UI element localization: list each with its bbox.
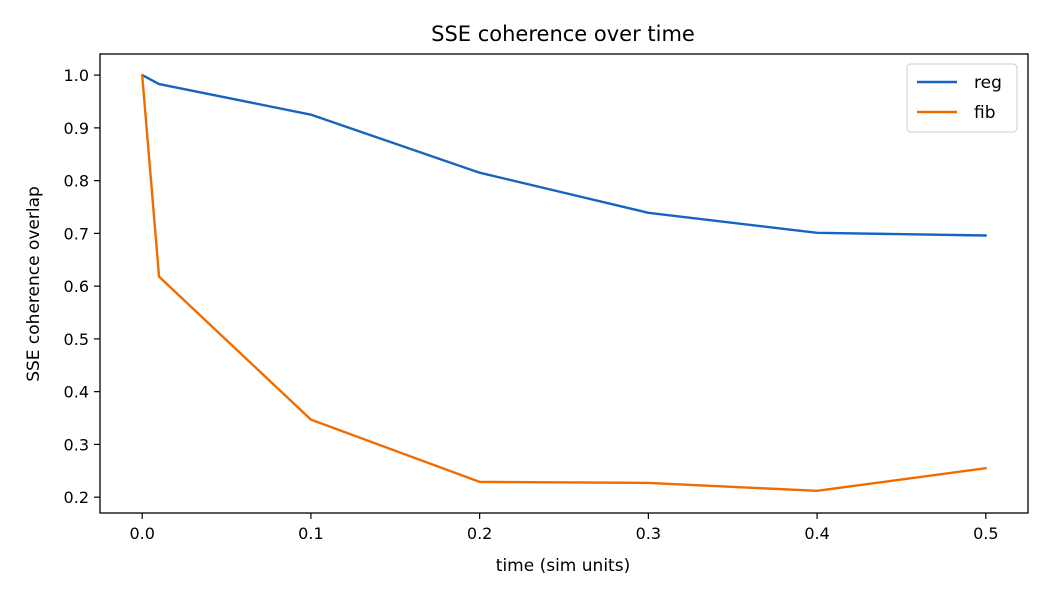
y-tick-label: 0.9 [64, 119, 89, 138]
x-tick-label: 0.4 [804, 524, 829, 543]
y-tick-label: 0.8 [64, 172, 89, 191]
y-tick-label: 0.7 [64, 224, 89, 243]
y-tick-label: 0.6 [64, 277, 89, 296]
y-tick-label: 0.2 [64, 488, 89, 507]
x-axis: 0.0 0.1 0.2 0.3 0.4 0.5 [129, 513, 999, 543]
y-tick-label: 0.5 [64, 330, 89, 349]
y-axis: 0.2 0.3 0.4 0.5 0.6 0.7 0.8 0.9 1.0 [64, 66, 100, 507]
plot-area [99, 53, 1029, 514]
x-tick-label: 0.3 [636, 524, 661, 543]
series-line-fib [140, 73, 988, 493]
y-tick-label: 0.3 [64, 435, 89, 454]
series-line-reg [140, 73, 988, 237]
chart-title: SSE coherence over time [431, 22, 695, 46]
series-lines [140, 73, 988, 493]
x-tick-label: 0.1 [298, 524, 323, 543]
legend-label-reg: reg [974, 73, 1002, 93]
legend-label-fib: fib [974, 103, 996, 123]
x-axis-label: time (sim units) [496, 556, 630, 576]
x-tick-label: 0.5 [973, 524, 998, 543]
legend: reg fib [906, 63, 1018, 133]
x-tick-label: 0.2 [467, 524, 492, 543]
y-axis-label: SSE coherence overlap [24, 186, 44, 382]
y-tick-label: 0.4 [64, 383, 89, 402]
x-tick-label: 0.0 [129, 524, 154, 543]
y-tick-label: 1.0 [64, 66, 89, 85]
